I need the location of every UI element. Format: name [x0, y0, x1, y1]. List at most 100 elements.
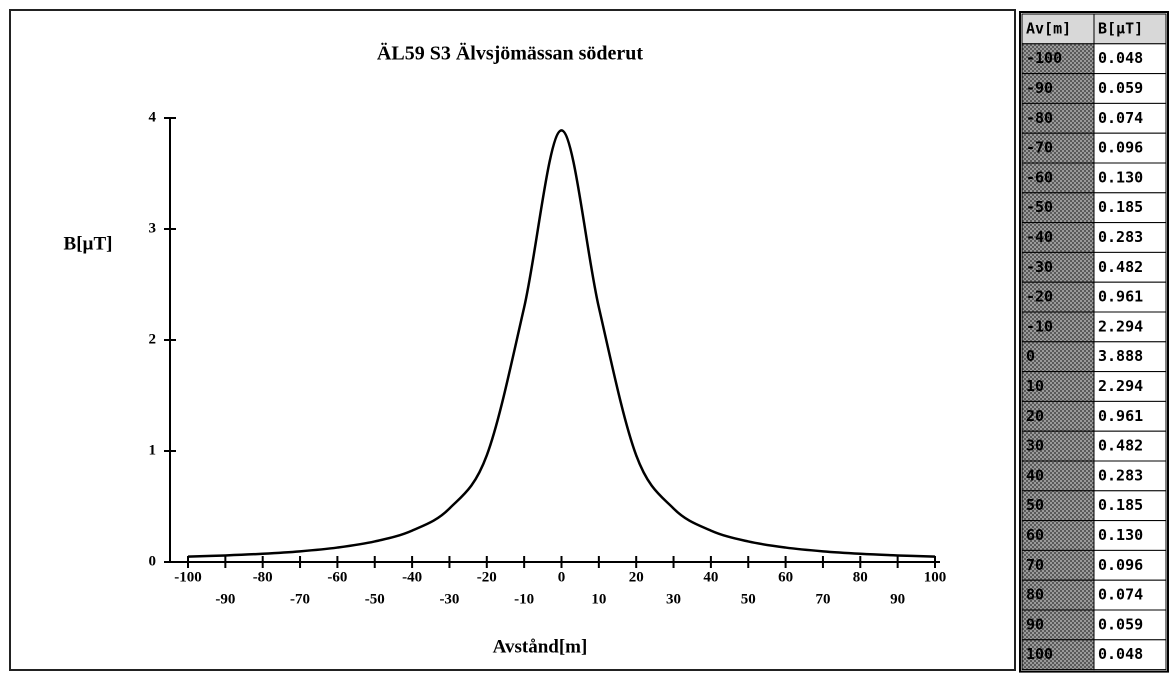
row-value-cell: [1093, 579, 1167, 611]
row-key: -100: [1026, 49, 1062, 67]
x-tick-label: 80: [853, 569, 868, 585]
x-tick-label: 0: [558, 569, 566, 585]
row-key: -70: [1026, 139, 1053, 157]
header-text: B[µT]: [1098, 19, 1143, 37]
row-value-cell: [1093, 490, 1167, 522]
x-tick-label: 20: [629, 569, 644, 585]
row-key-cell: [1021, 371, 1095, 402]
row-value: 0.482: [1098, 437, 1143, 455]
row-value: 0.283: [1098, 466, 1143, 484]
y-tick-label: 2: [149, 331, 157, 347]
row-value: 0.961: [1098, 407, 1143, 425]
row-key-cell: [1021, 520, 1095, 551]
x-tick-label: 30: [666, 591, 681, 607]
row-key-cell: [1021, 311, 1095, 343]
row-value: 0.048: [1098, 645, 1143, 663]
row-key-cell: [1021, 639, 1095, 671]
row-key: -60: [1026, 168, 1053, 186]
row-key: -30: [1026, 258, 1053, 276]
x-tick-label: 60: [778, 569, 793, 585]
row-key-cell: [1021, 430, 1095, 462]
row-value-cell: [1093, 281, 1167, 313]
row-value-cell: [1093, 192, 1167, 224]
row-key: 50: [1026, 496, 1044, 514]
data-table: Av[m] B[µT]-100 0.048-90 0.059-80 0.074-70 0.…: [1019, 11, 1169, 673]
row-key: 10: [1026, 377, 1044, 395]
y-tick-label: 3: [149, 220, 157, 236]
x-tick-label: -80: [253, 569, 273, 585]
row-value-cell: [1093, 251, 1167, 283]
row-key: -50: [1026, 198, 1053, 216]
x-tick-label: 70: [815, 591, 830, 607]
row-value: 0.283: [1098, 228, 1143, 246]
row-value-cell: [1093, 311, 1167, 343]
row-value-cell: [1093, 371, 1167, 402]
row-key-cell: [1021, 549, 1095, 581]
y-tick-label: 4: [149, 109, 157, 125]
x-tick-label: -10: [514, 591, 534, 607]
row-key: 90: [1026, 615, 1044, 633]
row-value-cell: [1093, 132, 1167, 164]
x-axis-label: Avstånd[m]: [493, 636, 588, 657]
chart-title: ÄL59 S3 Älvsjömässan söderut: [377, 42, 643, 65]
x-tick-label: -70: [290, 591, 310, 607]
row-key: 0: [1026, 347, 1035, 365]
x-tick-label: -40: [402, 569, 422, 585]
y-tick-label: 0: [149, 553, 157, 569]
x-tick-label: -90: [215, 591, 235, 607]
row-value: 0.482: [1098, 258, 1143, 276]
x-tick-label: -20: [477, 569, 497, 585]
chart-frame: [9, 9, 1016, 671]
x-tick-label: -60: [327, 569, 347, 585]
row-key-cell: [1021, 281, 1095, 313]
row-value: 2.294: [1098, 317, 1143, 335]
row-key: 60: [1026, 526, 1044, 544]
x-tick-label: -50: [365, 591, 385, 607]
x-tick-label: 40: [703, 569, 718, 585]
row-value-cell: [1093, 639, 1167, 671]
row-key-cell: [1021, 609, 1095, 641]
row-key: 100: [1026, 645, 1053, 663]
row-value: 0.130: [1098, 168, 1143, 186]
row-key: -10: [1026, 317, 1053, 335]
row-value-cell: [1093, 162, 1167, 194]
row-value-cell: [1093, 102, 1167, 134]
row-value: 2.294: [1098, 377, 1143, 395]
row-value: 0.074: [1098, 586, 1143, 604]
row-value-cell: [1093, 222, 1167, 253]
row-value-cell: [1093, 609, 1167, 641]
row-value-cell: [1093, 549, 1167, 581]
y-tick-label: 1: [149, 442, 157, 458]
row-value: 0.059: [1098, 79, 1143, 97]
row-value-cell: [1093, 400, 1167, 432]
row-value: 0.130: [1098, 526, 1143, 544]
row-key-cell: [1021, 222, 1095, 253]
row-key: 20: [1026, 407, 1044, 425]
row-value: 0.074: [1098, 109, 1143, 127]
row-value: 0.048: [1098, 49, 1143, 67]
row-key: 70: [1026, 556, 1044, 574]
row-key: -90: [1026, 79, 1053, 97]
row-value-cell: [1093, 341, 1167, 373]
data-line: [187, 129, 936, 558]
row-key: 40: [1026, 466, 1044, 484]
x-tick-label: 10: [591, 591, 606, 607]
row-value-cell: [1093, 43, 1167, 75]
row-value: 0.961: [1098, 288, 1143, 306]
x-tick-label: 50: [741, 591, 756, 607]
row-key: -20: [1026, 288, 1053, 306]
row-key: -40: [1026, 228, 1053, 246]
x-tick-label: -100: [174, 569, 202, 585]
row-value: 0.096: [1098, 556, 1143, 574]
header-text: Av[m]: [1026, 19, 1071, 37]
row-value: 0.185: [1098, 496, 1143, 514]
x-tick-label: 90: [890, 591, 905, 607]
header-cell: [1093, 13, 1167, 45]
row-key: 30: [1026, 437, 1044, 455]
row-value: 0.185: [1098, 198, 1143, 216]
row-key: 80: [1026, 586, 1044, 604]
row-value: 3.888: [1098, 347, 1143, 365]
row-value: 0.096: [1098, 139, 1143, 157]
